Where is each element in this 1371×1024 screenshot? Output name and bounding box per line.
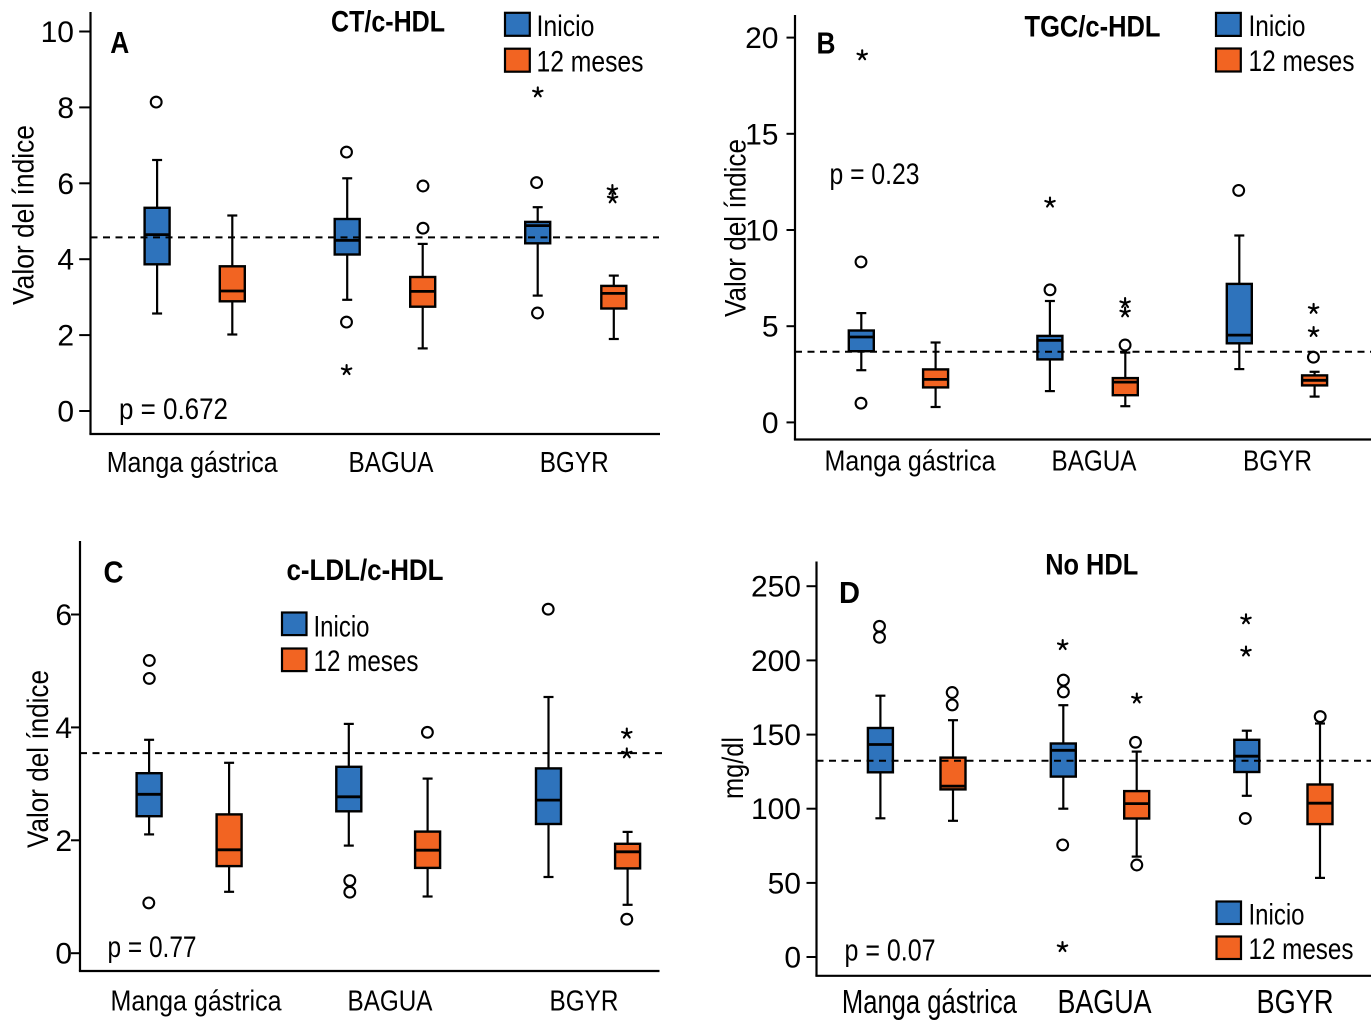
svg-text:Inicio: Inicio xyxy=(314,610,370,643)
svg-text:12 meses: 12 meses xyxy=(537,46,644,79)
svg-text:15: 15 xyxy=(745,118,778,151)
svg-text:No HDL: No HDL xyxy=(1045,549,1138,582)
svg-text:2: 2 xyxy=(55,825,72,858)
svg-text:C: C xyxy=(104,555,124,590)
svg-text:A: A xyxy=(110,25,129,60)
svg-text:12 meses: 12 meses xyxy=(314,645,419,678)
svg-text:TGC/c-HDL: TGC/c-HDL xyxy=(1025,11,1161,44)
svg-text:BAGUA: BAGUA xyxy=(1058,983,1152,1020)
svg-text:BGYR: BGYR xyxy=(540,447,609,479)
svg-text:250: 250 xyxy=(751,571,801,604)
svg-text:Valor del índice: Valor del índice xyxy=(8,125,41,305)
svg-text:Manga gástrica: Manga gástrica xyxy=(111,986,283,1018)
svg-text:6: 6 xyxy=(57,168,74,201)
svg-text:Manga gástrica: Manga gástrica xyxy=(825,446,997,478)
svg-text:p = 0.672: p = 0.672 xyxy=(119,393,228,426)
svg-text:0: 0 xyxy=(762,407,779,440)
svg-text:BGYR: BGYR xyxy=(550,986,619,1018)
svg-text:BAGUA: BAGUA xyxy=(348,986,434,1018)
svg-text:BAGUA: BAGUA xyxy=(349,447,435,479)
svg-text:4: 4 xyxy=(55,712,72,745)
svg-text:B: B xyxy=(817,26,836,61)
svg-text:12 meses: 12 meses xyxy=(1249,45,1355,78)
svg-text:Inicio: Inicio xyxy=(1249,10,1306,43)
svg-text:150: 150 xyxy=(751,719,801,752)
svg-text:200: 200 xyxy=(751,645,801,678)
svg-text:10: 10 xyxy=(745,215,778,248)
svg-text:Valor del índice: Valor del índice xyxy=(22,670,55,848)
svg-text:BGYR: BGYR xyxy=(1243,446,1312,478)
svg-text:Inicio: Inicio xyxy=(1249,899,1305,932)
svg-text:6: 6 xyxy=(55,599,72,632)
svg-text:100: 100 xyxy=(751,793,801,826)
svg-text:p = 0.07: p = 0.07 xyxy=(845,932,936,967)
svg-text:Manga gástrica: Manga gástrica xyxy=(107,447,279,479)
svg-text:mg/dl: mg/dl xyxy=(717,737,750,799)
svg-text:4: 4 xyxy=(57,244,74,277)
svg-text:50: 50 xyxy=(768,867,801,900)
svg-text:Valor del índice: Valor del índice xyxy=(720,139,753,317)
svg-text:5: 5 xyxy=(762,311,779,344)
svg-text:c-LDL/c-HDL: c-LDL/c-HDL xyxy=(287,554,444,587)
svg-text:0: 0 xyxy=(55,938,72,971)
svg-text:p = 0.77: p = 0.77 xyxy=(108,931,197,964)
svg-text:12 meses: 12 meses xyxy=(1249,933,1354,966)
svg-text:BGYR: BGYR xyxy=(1257,983,1334,1020)
svg-text:2: 2 xyxy=(57,320,74,353)
svg-text:10: 10 xyxy=(41,16,74,49)
svg-text:p = 0.23: p = 0.23 xyxy=(830,158,920,191)
svg-text:CT/c-HDL: CT/c-HDL xyxy=(331,6,445,39)
svg-text:0: 0 xyxy=(57,396,74,429)
svg-text:0: 0 xyxy=(784,942,801,975)
svg-text:8: 8 xyxy=(57,92,74,125)
svg-text:D: D xyxy=(839,575,860,610)
svg-text:20: 20 xyxy=(745,22,778,55)
svg-text:Inicio: Inicio xyxy=(537,10,595,43)
svg-text:Manga gástrica: Manga gástrica xyxy=(842,983,1017,1020)
svg-text:BAGUA: BAGUA xyxy=(1052,446,1138,478)
